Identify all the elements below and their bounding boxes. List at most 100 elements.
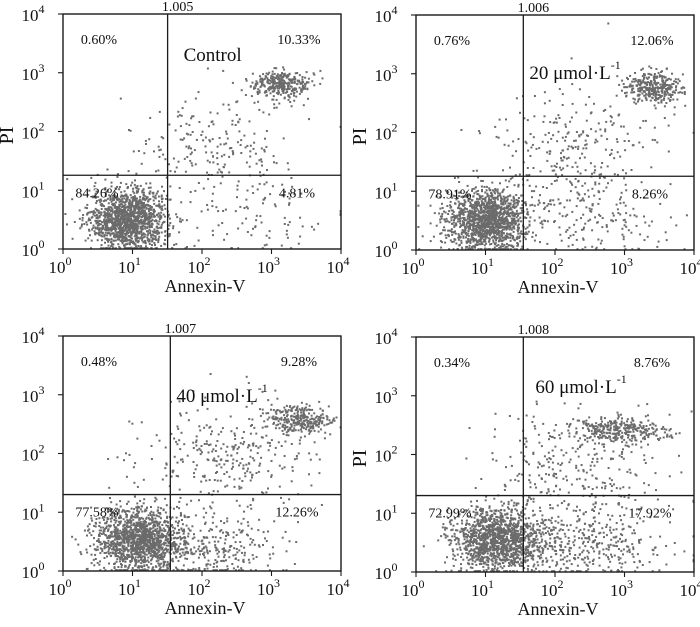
data-point	[593, 165, 596, 168]
data-point	[126, 224, 129, 227]
data-point	[95, 214, 98, 216]
data-point	[461, 202, 464, 205]
data-point	[275, 67, 278, 70]
data-point	[466, 217, 469, 220]
data-point	[463, 204, 466, 206]
data-point	[499, 222, 502, 225]
data-point	[517, 212, 520, 215]
data-point	[78, 209, 81, 212]
data-point	[578, 135, 581, 138]
data-point	[515, 209, 518, 212]
data-point	[132, 190, 135, 193]
data-point	[510, 199, 513, 202]
data-point	[81, 223, 83, 226]
data-point	[124, 560, 127, 563]
data-point	[163, 190, 165, 193]
data-point	[127, 201, 130, 204]
data-point	[459, 224, 462, 227]
data-point	[112, 546, 115, 549]
data-point	[502, 232, 505, 235]
data-point	[177, 559, 180, 562]
data-point	[178, 528, 180, 531]
data-point	[104, 241, 106, 244]
data-point	[643, 90, 646, 93]
data-point	[305, 71, 308, 74]
data-point	[533, 115, 536, 118]
data-point	[515, 150, 518, 153]
data-point	[146, 239, 149, 242]
data-point	[561, 136, 564, 139]
data-point	[453, 224, 456, 227]
data-point	[141, 189, 144, 192]
data-point	[125, 227, 127, 230]
data-point	[129, 213, 132, 215]
data-point	[118, 211, 121, 214]
data-point	[478, 231, 481, 234]
data-point	[484, 204, 487, 207]
data-point	[526, 179, 529, 182]
data-point	[108, 194, 111, 197]
data-point	[461, 248, 464, 251]
data-point	[590, 128, 593, 131]
data-point	[96, 232, 99, 235]
data-point	[255, 162, 258, 165]
data-point	[622, 235, 625, 238]
data-point	[127, 545, 130, 548]
data-point	[109, 197, 112, 200]
data-point	[556, 176, 559, 179]
data-point	[109, 195, 112, 198]
data-point	[543, 208, 546, 210]
data-point	[506, 219, 509, 222]
data-point	[178, 231, 181, 234]
data-point	[459, 209, 462, 212]
data-point	[501, 234, 504, 237]
data-point	[447, 235, 450, 238]
data-point	[108, 218, 111, 220]
data-point	[115, 209, 118, 212]
data-point	[123, 214, 126, 216]
data-point	[507, 214, 510, 217]
data-point	[125, 243, 128, 246]
data-point	[190, 147, 192, 150]
data-point	[526, 208, 529, 211]
data-point	[118, 245, 121, 248]
data-point	[458, 181, 461, 183]
data-point	[685, 214, 688, 217]
data-point	[605, 186, 608, 189]
data-point	[274, 87, 276, 90]
data-point	[121, 195, 124, 198]
data-point	[274, 205, 277, 208]
data-point	[625, 172, 627, 175]
data-point	[141, 208, 144, 211]
data-point	[489, 223, 492, 226]
data-point	[260, 84, 263, 87]
data-point	[582, 228, 585, 231]
data-point	[122, 229, 125, 232]
data-point	[558, 212, 561, 215]
data-point	[288, 82, 291, 85]
data-point	[176, 505, 178, 508]
data-point	[477, 176, 480, 179]
data-point	[304, 83, 307, 86]
data-point	[180, 114, 183, 117]
data-point	[155, 204, 158, 207]
data-point	[520, 220, 523, 223]
data-point	[467, 234, 470, 237]
data-point	[100, 247, 102, 250]
data-point	[109, 497, 111, 499]
data-point	[284, 190, 286, 193]
data-point	[293, 89, 296, 92]
data-point	[154, 237, 157, 240]
data-point	[444, 241, 447, 244]
data-point	[478, 238, 481, 241]
data-point	[523, 216, 526, 219]
data-point	[165, 524, 168, 527]
data-point	[197, 182, 200, 184]
data-point	[116, 231, 119, 234]
data-point	[161, 197, 164, 200]
data-point	[118, 186, 121, 189]
data-point	[429, 222, 432, 225]
data-point	[138, 521, 141, 524]
data-point	[480, 179, 483, 182]
data-point	[600, 239, 603, 242]
